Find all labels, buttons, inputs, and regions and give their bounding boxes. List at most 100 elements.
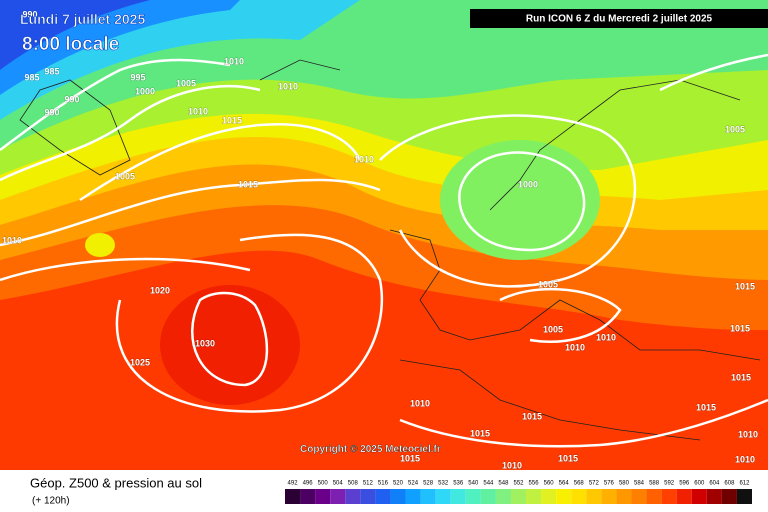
scale-label: 524	[408, 481, 419, 487]
isobars	[0, 53, 768, 448]
scale-label: 580	[619, 481, 630, 487]
scale-label: 544	[483, 481, 494, 487]
scale-swatch	[450, 489, 466, 504]
scale-swatch	[586, 489, 602, 504]
scale-label: 548	[498, 481, 509, 487]
forecast-time: 8:00 locale	[22, 34, 119, 55]
scale-swatch	[405, 489, 421, 504]
isobar-label: 1015	[735, 281, 755, 291]
scale-swatch	[285, 489, 301, 504]
isobar-label: 990	[22, 9, 37, 19]
scale-swatch	[510, 489, 527, 504]
scale-swatch	[375, 489, 391, 504]
scale-swatch	[706, 489, 722, 504]
scale-label: 560	[544, 481, 555, 487]
run-title: Run ICON 6 Z du Mercredi 2 juillet 2025	[526, 14, 713, 25]
scale-swatch	[556, 489, 572, 504]
scale-label: 536	[453, 481, 464, 487]
isobar-label: 1015	[470, 428, 490, 438]
isobar-label: 1000	[135, 86, 155, 96]
scale-label: 608	[724, 481, 735, 487]
scale-label: 604	[709, 481, 720, 487]
color-scale: 492 496 500 504 508 512 516 520 524 528 532 536 540 5…	[285, 481, 752, 504]
isobar-label: 1010	[502, 460, 522, 470]
isobar-label: 1020	[150, 285, 170, 295]
scale-swatch	[420, 489, 436, 504]
run-banner	[470, 9, 768, 28]
scale-label: 568	[574, 481, 585, 487]
scale-label: 528	[423, 481, 434, 487]
isobar-label: 1015	[730, 323, 750, 333]
isobar-label: 1015	[731, 372, 751, 382]
scale-swatch	[360, 489, 376, 504]
isobar-label: 1015	[522, 411, 542, 421]
footer-title: Géop. Z500 & pression au sol	[30, 475, 202, 490]
isobar-label: 1010	[596, 332, 616, 342]
isobar-label: 1010	[410, 398, 430, 408]
scale-swatch	[330, 489, 346, 504]
isobar-labels: 9909859859909909951000100510101015101010…	[1, 9, 758, 471]
isobar-label: 1010	[354, 154, 374, 164]
isobar-label: 1025	[130, 357, 150, 367]
scale-label: 564	[559, 481, 570, 487]
scale-swatch	[345, 489, 361, 504]
scale-swatch	[495, 489, 511, 504]
scale-label: 572	[589, 481, 600, 487]
isobar-label: 1000	[518, 179, 538, 189]
field	[0, 0, 768, 470]
forecast-date: Lundi 7 juillet 2025	[20, 11, 145, 27]
scale-label: 584	[634, 481, 645, 487]
scale-label: 508	[348, 481, 359, 487]
scale-swatch	[631, 489, 647, 504]
scale-label: 592	[664, 481, 675, 487]
isobar-label: 1010	[278, 81, 298, 91]
scale-label: 612	[739, 481, 750, 487]
scale-swatch	[721, 489, 737, 504]
scale-swatch	[390, 489, 406, 504]
isobar-label: 1010	[188, 106, 208, 116]
scale-swatch	[646, 489, 662, 504]
copyright: Copyright © 2025 Meteociel.fr	[300, 444, 441, 455]
footer-subtitle: (+ 120h)	[32, 496, 70, 507]
isobar-label: 1015	[696, 402, 716, 412]
isobar-label: 1005	[538, 279, 558, 289]
scale-label: 600	[694, 481, 705, 487]
scale-swatch	[616, 489, 632, 504]
isobar-label: 1015	[558, 453, 578, 463]
scale-label: 556	[529, 481, 540, 487]
scale-swatch	[601, 489, 617, 504]
isobar-label: 1010	[224, 56, 244, 66]
scale-swatch	[541, 489, 557, 504]
isobar-label: 1010	[2, 235, 22, 245]
scale-swatch	[736, 489, 752, 504]
scale-label: 588	[649, 481, 660, 487]
scale-label: 540	[468, 481, 479, 487]
scale-swatch	[661, 489, 677, 504]
isobar-label: 1030	[195, 338, 215, 348]
isobar-label: 1005	[725, 124, 745, 134]
isobar-label: 1010	[565, 342, 585, 352]
isobar-label: 995	[130, 72, 145, 82]
isobar-label: 1015	[400, 453, 420, 463]
scale-label: 552	[513, 481, 524, 487]
scale-swatch	[435, 489, 451, 504]
isobar-label: 1005	[176, 78, 196, 88]
scale-label: 516	[378, 481, 389, 487]
scale-swatch	[691, 489, 707, 504]
scale-label: 500	[318, 481, 329, 487]
scale-swatch	[465, 489, 481, 504]
scale-label: 496	[303, 481, 314, 487]
scale-label: 504	[333, 481, 344, 487]
isobar-label: 1010	[738, 429, 758, 439]
isobar-label: 985	[24, 72, 39, 82]
isobar-label: 990	[64, 94, 79, 104]
isobar-label: 1005	[115, 171, 135, 181]
isobar-label: 990	[44, 107, 59, 117]
isobar-label: 1010	[735, 454, 755, 464]
scale-swatch	[526, 489, 542, 504]
isobar-label: 1015	[238, 179, 258, 189]
scale-swatch	[676, 489, 692, 504]
scale-label: 512	[363, 481, 374, 487]
scale-swatch	[300, 489, 316, 504]
